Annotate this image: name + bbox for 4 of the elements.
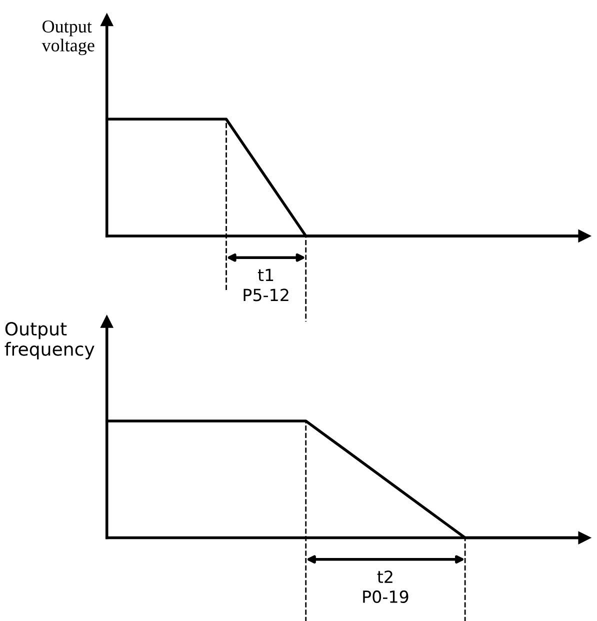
text: t1 P5-12 bbox=[244, 268, 288, 302]
text: t2 P0-19 bbox=[363, 570, 408, 604]
y-axis-title: Output frequency bbox=[4, 322, 94, 360]
y-axis-title: Output voltage bbox=[42, 20, 94, 56]
